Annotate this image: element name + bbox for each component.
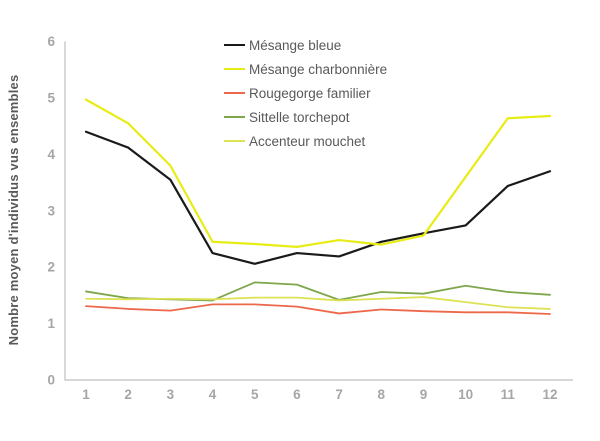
x-tick-label: 12 [542, 387, 557, 402]
axis-lines [64, 41, 573, 381]
legend-item-accenteur-mouchet: Accenteur mouchet [224, 129, 387, 153]
series-line-rougegorge-familier [85, 303, 551, 315]
y-tick-label: 2 [47, 260, 55, 275]
legend-label: Mésange bleue [249, 37, 342, 53]
legend-item-mesange-charbonniere: Mésange charbonnière [224, 57, 387, 81]
y-tick-label: 3 [47, 203, 55, 218]
y-tick-label: 5 [47, 90, 55, 105]
x-tick-label: 7 [335, 387, 343, 402]
legend: Mésange bleue Mésange charbonnière Rouge… [224, 33, 387, 153]
legend-swatch-accenteur-mouchet [224, 139, 245, 143]
legend-label: Rougegorge familier [249, 85, 371, 101]
y-axis-title: Nombre moyen d'individus vus ensembles [6, 74, 21, 346]
legend-swatch-rougegorge-familier [224, 91, 245, 95]
legend-item-mesange-bleue: Mésange bleue [224, 33, 387, 57]
x-tick-label: 1 [82, 387, 90, 402]
x-tick-label: 6 [293, 387, 301, 402]
legend-item-rougegorge-familier: Rougegorge familier [224, 81, 387, 105]
y-tick-label: 4 [47, 147, 55, 162]
series-line-sittelle-torchepot [85, 281, 551, 302]
x-tick-label: 9 [420, 387, 428, 402]
y-tick-label: 6 [47, 34, 55, 49]
y-tick-label: 1 [47, 316, 55, 331]
x-tick-label: 3 [167, 387, 175, 402]
legend-swatch-sittelle-torchepot [224, 115, 245, 119]
legend-swatch-mesange-charbonniere [224, 67, 245, 71]
legend-label: Sittelle torchepot [249, 109, 350, 125]
x-tick-label: 4 [209, 387, 217, 402]
legend-item-sittelle-torchepot: Sittelle torchepot [224, 105, 387, 129]
legend-swatch-mesange-bleue [224, 43, 245, 47]
x-tick-label: 11 [501, 387, 516, 402]
y-tick-label: 0 [47, 373, 55, 388]
legend-label: Mésange charbonnière [249, 61, 388, 77]
x-tick-label: 5 [251, 387, 259, 402]
x-tick-label: 2 [124, 387, 132, 402]
series-line-accenteur-mouchet [85, 296, 551, 310]
x-tick-label: 10 [458, 387, 473, 402]
legend-label: Accenteur mouchet [249, 133, 366, 149]
x-tick-label: 8 [378, 387, 386, 402]
series-line-m-sange-charbonni-re [84, 98, 552, 248]
series-line-m-sange-bleue [84, 130, 552, 265]
